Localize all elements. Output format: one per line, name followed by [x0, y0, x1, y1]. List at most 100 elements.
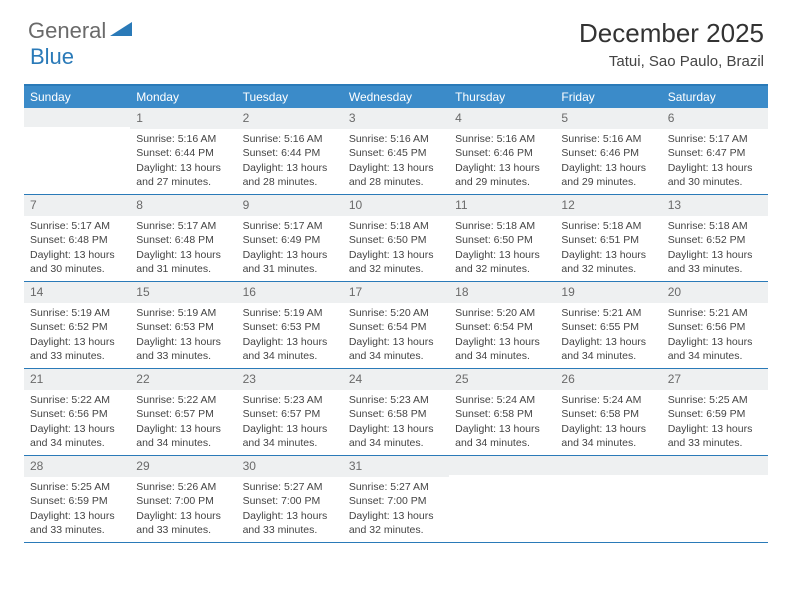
daylight-text: Daylight: 13 hours and 30 minutes. — [30, 248, 124, 276]
day-body: Sunrise: 5:27 AMSunset: 7:00 PMDaylight:… — [237, 477, 343, 541]
day-body: Sunrise: 5:20 AMSunset: 6:54 PMDaylight:… — [449, 303, 555, 367]
logo-text-blue: Blue — [30, 44, 74, 69]
day-body: Sunrise: 5:17 AMSunset: 6:48 PMDaylight:… — [130, 216, 236, 280]
sunrise-text: Sunrise: 5:22 AM — [30, 393, 124, 407]
day-cell: 11Sunrise: 5:18 AMSunset: 6:50 PMDayligh… — [449, 195, 555, 281]
day-cell: 19Sunrise: 5:21 AMSunset: 6:55 PMDayligh… — [555, 282, 661, 368]
day-cell: 25Sunrise: 5:24 AMSunset: 6:58 PMDayligh… — [449, 369, 555, 455]
sunrise-text: Sunrise: 5:20 AM — [455, 306, 549, 320]
sunset-text: Sunset: 6:46 PM — [455, 146, 549, 160]
week-row: 28Sunrise: 5:25 AMSunset: 6:59 PMDayligh… — [24, 456, 768, 543]
sunrise-text: Sunrise: 5:19 AM — [30, 306, 124, 320]
day-number: 10 — [343, 195, 449, 216]
day-body: Sunrise: 5:16 AMSunset: 6:45 PMDaylight:… — [343, 129, 449, 193]
weekday-saturday: Saturday — [662, 86, 768, 108]
day-number: 20 — [662, 282, 768, 303]
sunset-text: Sunset: 6:58 PM — [455, 407, 549, 421]
daylight-text: Daylight: 13 hours and 33 minutes. — [668, 248, 762, 276]
daylight-text: Daylight: 13 hours and 28 minutes. — [243, 161, 337, 189]
day-number: 22 — [130, 369, 236, 390]
sunrise-text: Sunrise: 5:23 AM — [349, 393, 443, 407]
sunrise-text: Sunrise: 5:18 AM — [561, 219, 655, 233]
day-number: 21 — [24, 369, 130, 390]
daylight-text: Daylight: 13 hours and 34 minutes. — [30, 422, 124, 450]
sunset-text: Sunset: 6:50 PM — [349, 233, 443, 247]
day-body: Sunrise: 5:23 AMSunset: 6:58 PMDaylight:… — [343, 390, 449, 454]
day-body: Sunrise: 5:19 AMSunset: 6:53 PMDaylight:… — [237, 303, 343, 367]
sunset-text: Sunset: 6:58 PM — [561, 407, 655, 421]
daylight-text: Daylight: 13 hours and 34 minutes. — [561, 335, 655, 363]
daylight-text: Daylight: 13 hours and 29 minutes. — [561, 161, 655, 189]
sunrise-text: Sunrise: 5:16 AM — [455, 132, 549, 146]
sunrise-text: Sunrise: 5:19 AM — [243, 306, 337, 320]
day-cell: 30Sunrise: 5:27 AMSunset: 7:00 PMDayligh… — [237, 456, 343, 542]
day-body: Sunrise: 5:21 AMSunset: 6:56 PMDaylight:… — [662, 303, 768, 367]
day-body: Sunrise: 5:17 AMSunset: 6:48 PMDaylight:… — [24, 216, 130, 280]
sunrise-text: Sunrise: 5:17 AM — [136, 219, 230, 233]
sunset-text: Sunset: 6:50 PM — [455, 233, 549, 247]
day-number-empty — [555, 456, 661, 475]
sunset-text: Sunset: 6:53 PM — [136, 320, 230, 334]
day-cell: 6Sunrise: 5:17 AMSunset: 6:47 PMDaylight… — [662, 108, 768, 194]
day-cell: 21 Sunrise: 5:22 AMSunset: 6:56 PMDayligh… — [24, 369, 130, 455]
sunrise-text: Sunrise: 5:19 AM — [136, 306, 230, 320]
day-body: Sunrise: 5:16 AMSunset: 6:44 PMDaylight:… — [130, 129, 236, 193]
day-body: Sunrise: 5:18 AMSunset: 6:50 PMDaylight:… — [449, 216, 555, 280]
sunrise-text: Sunrise: 5:24 AM — [561, 393, 655, 407]
daylight-text: Daylight: 13 hours and 33 minutes. — [668, 422, 762, 450]
day-cell: 4Sunrise: 5:16 AMSunset: 6:46 PMDaylight… — [449, 108, 555, 194]
day-number-empty — [24, 108, 130, 127]
sunrise-text: Sunrise: 5:16 AM — [136, 132, 230, 146]
weekday-header-row: Sunday Monday Tuesday Wednesday Thursday… — [24, 86, 768, 108]
sunrise-text: Sunrise: 5:17 AM — [668, 132, 762, 146]
sunrise-text: Sunrise: 5:24 AM — [455, 393, 549, 407]
day-body: Sunrise: 5:21 AMSunset: 6:55 PMDaylight:… — [555, 303, 661, 367]
day-cell: 24Sunrise: 5:23 AMSunset: 6:58 PMDayligh… — [343, 369, 449, 455]
sunset-text: Sunset: 6:45 PM — [349, 146, 443, 160]
day-number: 28 — [24, 456, 130, 477]
day-number-empty — [662, 456, 768, 475]
sunrise-text: Sunrise: 5:27 AM — [349, 480, 443, 494]
logo: General — [28, 18, 134, 44]
sunrise-text: Sunrise: 5:25 AM — [30, 480, 124, 494]
sunrise-text: Sunrise: 5:26 AM — [136, 480, 230, 494]
day-body: Sunrise: 5:25 AMSunset: 6:59 PMDaylight:… — [662, 390, 768, 454]
sunset-text: Sunset: 6:59 PM — [30, 494, 124, 508]
day-number: 7 — [24, 195, 130, 216]
week-row: 21Sunrise: 5:22 AMSunset: 6:56 PMDayligh… — [24, 369, 768, 456]
title-block: December 2025 Tatui, Sao Paulo, Brazil — [579, 18, 764, 70]
weekday-monday: Monday — [130, 86, 236, 108]
day-cell: 16Sunrise: 5:19 AMSunset: 6:53 PMDayligh… — [237, 282, 343, 368]
day-body: Sunrise: 5:20 AMSunset: 6:54 PMDaylight:… — [343, 303, 449, 367]
day-cell: 9Sunrise: 5:17 AMSunset: 6:49 PMDaylight… — [237, 195, 343, 281]
sunset-text: Sunset: 6:56 PM — [30, 407, 124, 421]
day-cell: 29Sunrise: 5:26 AMSunset: 7:00 PMDayligh… — [130, 456, 236, 542]
day-body: Sunrise: 5:26 AMSunset: 7:00 PMDaylight:… — [130, 477, 236, 541]
daylight-text: Daylight: 13 hours and 28 minutes. — [349, 161, 443, 189]
weekday-wednesday: Wednesday — [343, 86, 449, 108]
sunset-text: Sunset: 6:58 PM — [349, 407, 443, 421]
day-cell: 28Sunrise: 5:25 AMSunset: 6:59 PMDayligh… — [24, 456, 130, 542]
day-body: Sunrise: 5:17 AMSunset: 6:47 PMDaylight:… — [662, 129, 768, 193]
day-number: 4 — [449, 108, 555, 129]
weekday-tuesday: Tuesday — [237, 86, 343, 108]
day-cell: 8Sunrise: 5:17 AMSunset: 6:48 PMDaylight… — [130, 195, 236, 281]
day-body: Sunrise: 5:16 AMSunset: 6:46 PMDaylight:… — [449, 129, 555, 193]
sunrise-text: Sunrise: 5:21 AM — [561, 306, 655, 320]
daylight-text: Daylight: 13 hours and 33 minutes. — [136, 335, 230, 363]
day-number: 29 — [130, 456, 236, 477]
daylight-text: Daylight: 13 hours and 31 minutes. — [243, 248, 337, 276]
sunset-text: Sunset: 6:59 PM — [668, 407, 762, 421]
sunrise-text: Sunrise: 5:18 AM — [668, 219, 762, 233]
day-cell: 18Sunrise: 5:20 AMSunset: 6:54 PMDayligh… — [449, 282, 555, 368]
day-cell: 7Sunrise: 5:17 AMSunset: 6:48 PMDaylight… — [24, 195, 130, 281]
day-cell: 12Sunrise: 5:18 AMSunset: 6:51 PMDayligh… — [555, 195, 661, 281]
sunrise-text: Sunrise: 5:17 AM — [243, 219, 337, 233]
sunrise-text: Sunrise: 5:18 AM — [455, 219, 549, 233]
sunrise-text: Sunrise: 5:16 AM — [243, 132, 337, 146]
daylight-text: Daylight: 13 hours and 32 minutes. — [349, 248, 443, 276]
sunset-text: Sunset: 6:52 PM — [668, 233, 762, 247]
day-body: Sunrise: 5:25 AMSunset: 6:59 PMDaylight:… — [24, 477, 130, 541]
daylight-text: Daylight: 13 hours and 33 minutes. — [243, 509, 337, 537]
sunset-text: Sunset: 6:56 PM — [668, 320, 762, 334]
